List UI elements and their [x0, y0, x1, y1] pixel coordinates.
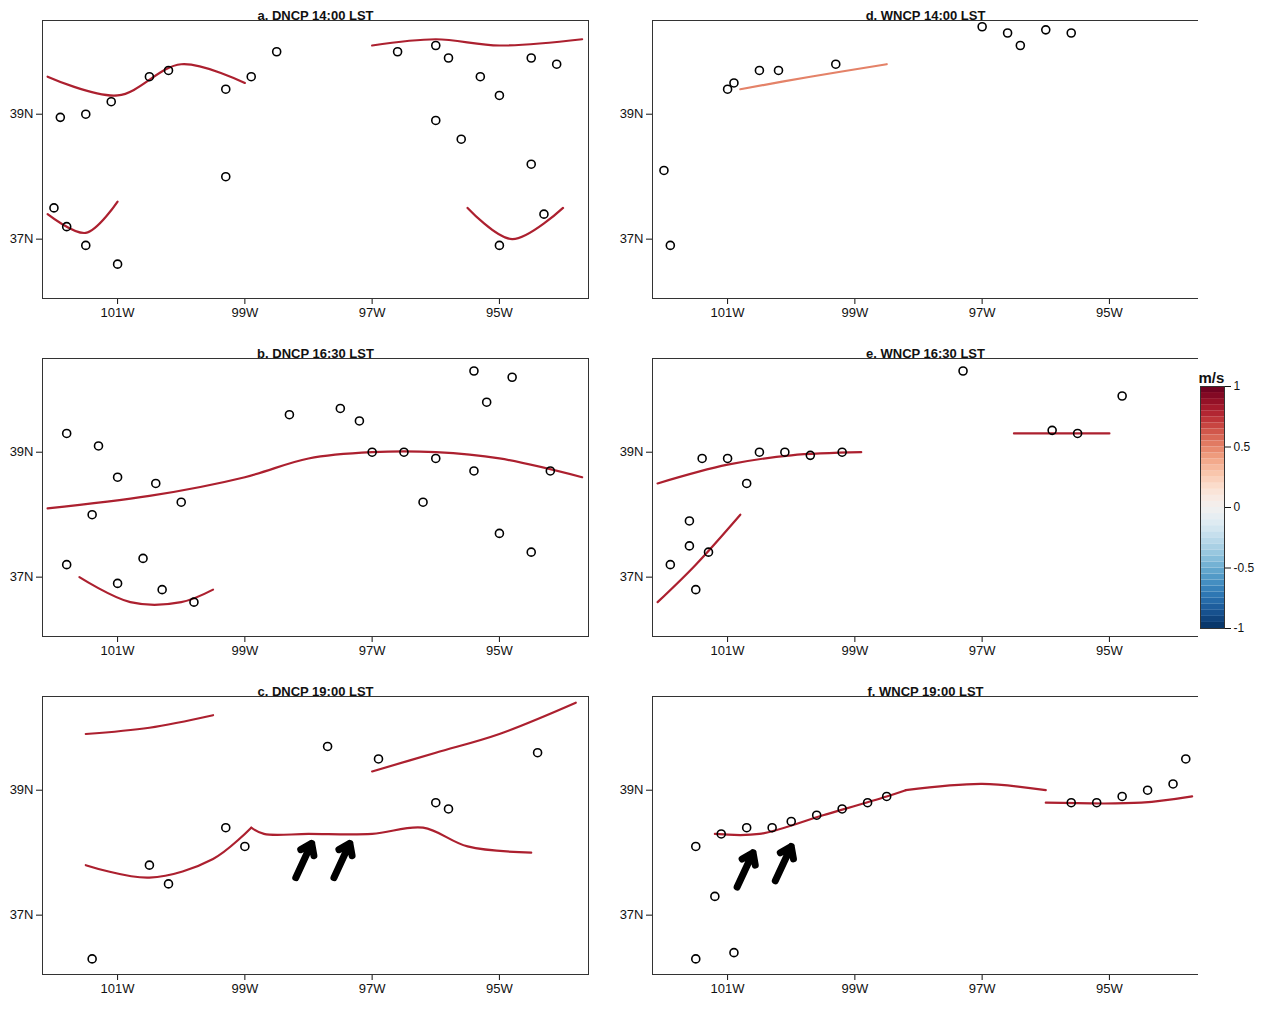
svg-text:95W: 95W [1096, 981, 1123, 996]
svg-text:97W: 97W [359, 981, 386, 996]
svg-text:101W: 101W [101, 305, 136, 320]
svg-text:1: 1 [1234, 379, 1241, 393]
svg-text:97W: 97W [359, 305, 386, 320]
svg-text:39N: 39N [620, 444, 644, 459]
svg-text:-1: -1 [1234, 621, 1245, 635]
svg-text:97W: 97W [969, 981, 996, 996]
svg-text:39N: 39N [10, 782, 34, 797]
svg-text:101W: 101W [101, 643, 136, 658]
svg-text:99W: 99W [841, 981, 868, 996]
svg-text:39N: 39N [620, 106, 644, 121]
svg-text:39N: 39N [620, 782, 644, 797]
svg-text:m/s: m/s [1199, 369, 1225, 386]
svg-text:97W: 97W [969, 305, 996, 320]
svg-text:101W: 101W [101, 981, 136, 996]
svg-text:99W: 99W [231, 643, 258, 658]
svg-text:-0.5: -0.5 [1234, 561, 1255, 575]
svg-text:37N: 37N [620, 231, 644, 246]
svg-text:e. WNCP 16:30 LST: e. WNCP 16:30 LST [866, 346, 985, 361]
svg-text:37N: 37N [10, 907, 34, 922]
svg-text:97W: 97W [969, 643, 996, 658]
svg-text:101W: 101W [711, 981, 746, 996]
svg-text:99W: 99W [841, 643, 868, 658]
svg-text:37N: 37N [620, 907, 644, 922]
svg-text:99W: 99W [841, 305, 868, 320]
svg-text:95W: 95W [486, 305, 513, 320]
svg-text:95W: 95W [1096, 643, 1123, 658]
svg-text:101W: 101W [711, 305, 746, 320]
svg-text:99W: 99W [231, 305, 258, 320]
svg-text:95W: 95W [486, 643, 513, 658]
svg-text:99W: 99W [231, 981, 258, 996]
svg-text:0.5: 0.5 [1234, 440, 1251, 454]
svg-text:39N: 39N [10, 444, 34, 459]
svg-text:97W: 97W [359, 643, 386, 658]
svg-text:d. WNCP 14:00 LST: d. WNCP 14:00 LST [866, 8, 986, 23]
svg-text:37N: 37N [620, 569, 644, 584]
svg-text:95W: 95W [486, 981, 513, 996]
svg-text:37N: 37N [10, 231, 34, 246]
svg-text:95W: 95W [1096, 305, 1123, 320]
svg-text:39N: 39N [10, 106, 34, 121]
svg-text:b. DNCP 16:30 LST: b. DNCP 16:30 LST [257, 346, 374, 361]
svg-text:c. DNCP 19:00 LST: c. DNCP 19:00 LST [257, 684, 373, 699]
svg-text:f. WNCP 19:00 LST: f. WNCP 19:00 LST [867, 684, 983, 699]
svg-text:0: 0 [1234, 500, 1241, 514]
svg-text:37N: 37N [10, 569, 34, 584]
svg-text:101W: 101W [711, 643, 746, 658]
svg-text:a. DNCP 14:00 LST: a. DNCP 14:00 LST [257, 8, 373, 23]
